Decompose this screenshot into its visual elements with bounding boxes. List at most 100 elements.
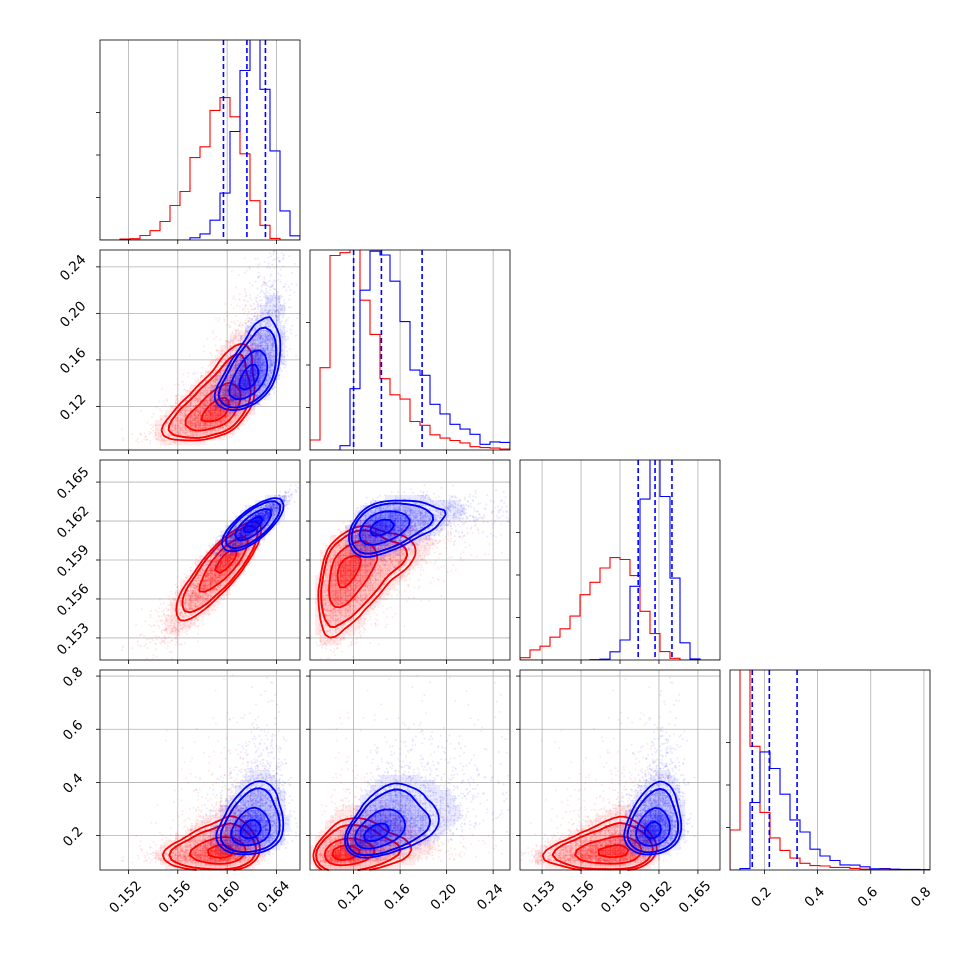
- scatter-point: [231, 270, 233, 272]
- density-cell: [180, 420, 185, 425]
- scatter-point: [257, 258, 259, 260]
- scatter-point: [271, 264, 273, 266]
- scatter-point: [247, 308, 249, 310]
- scatter-point: [229, 326, 231, 328]
- scatter-point: [270, 255, 272, 257]
- scatter-point: [260, 291, 262, 293]
- scatter-point: [174, 384, 176, 386]
- scatter-point: [288, 299, 290, 301]
- scatter-point: [266, 267, 268, 269]
- density-cell: [155, 420, 160, 425]
- scatter-point: [290, 306, 292, 308]
- scatter-point: [253, 303, 255, 305]
- scatter-point: [201, 367, 203, 369]
- scatter-point: [203, 400, 205, 402]
- scatter-point: [141, 441, 143, 443]
- scatter-point: [204, 387, 206, 389]
- scatter-point: [264, 261, 266, 263]
- scatter-point: [215, 318, 217, 320]
- scatter-point: [251, 284, 253, 286]
- scatter-point: [137, 441, 139, 443]
- density-cell: [180, 410, 185, 415]
- scatter-point: [144, 432, 146, 434]
- scatter-point: [273, 392, 275, 394]
- scatter-point: [212, 408, 214, 410]
- scatter-point: [223, 318, 225, 320]
- scatter-point: [257, 266, 259, 268]
- density-cell: [165, 410, 170, 415]
- scatter-point: [238, 334, 240, 336]
- scatter-point: [223, 320, 225, 322]
- density-cell: [155, 430, 160, 435]
- scatter-point: [268, 262, 270, 264]
- scatter-point: [203, 345, 205, 347]
- scatter-point: [163, 401, 165, 403]
- density-cell: [160, 415, 165, 420]
- scatter-point: [243, 322, 245, 324]
- scatter-point: [233, 295, 235, 297]
- scatter-point: [244, 311, 246, 313]
- scatter-point: [255, 281, 257, 283]
- scatter-point: [121, 428, 123, 430]
- scatter-point: [227, 356, 229, 358]
- scatter-point: [182, 384, 184, 386]
- scatter-point: [235, 286, 237, 288]
- scatter-point: [193, 372, 195, 374]
- scatter-point: [288, 255, 290, 257]
- scatter-point: [175, 397, 177, 399]
- scatter-point: [274, 258, 276, 260]
- scatter-point: [164, 404, 166, 406]
- scatter-point: [262, 291, 264, 293]
- scatter-point: [224, 303, 226, 305]
- scatter-point: [207, 402, 209, 404]
- scatter-point: [287, 338, 289, 340]
- scatter-point: [235, 298, 237, 300]
- scatter-point: [258, 272, 260, 274]
- scatter-point: [212, 330, 214, 332]
- scatter-point: [190, 404, 192, 406]
- scatter-point: [122, 437, 124, 439]
- scatter-point: [273, 281, 275, 283]
- density-cell: [230, 335, 235, 340]
- density-cell: [210, 360, 215, 365]
- scatter-point: [271, 286, 273, 288]
- scatter-point: [122, 439, 124, 441]
- scatter-point: [215, 345, 217, 347]
- scatter-point: [149, 431, 151, 433]
- scatter-point: [153, 413, 155, 415]
- scatter-point: [288, 286, 290, 288]
- scatter-point: [199, 407, 201, 409]
- scatter-point: [280, 275, 282, 277]
- scatter-point: [250, 299, 252, 301]
- density-cell: [215, 355, 220, 360]
- scatter-point: [131, 433, 133, 435]
- scatter-point: [249, 294, 251, 296]
- scatter-point: [256, 301, 258, 303]
- density-cell: [190, 415, 195, 420]
- scatter-point: [239, 293, 241, 295]
- scatter-point: [290, 329, 292, 331]
- density-cell: [170, 425, 175, 430]
- scatter-point: [220, 339, 222, 341]
- scatter-point: [251, 318, 253, 320]
- scatter-point: [175, 395, 177, 397]
- scatter-point: [265, 288, 267, 290]
- density-cell: [195, 425, 200, 430]
- scatter-point: [210, 352, 212, 354]
- scatter-point: [281, 320, 283, 322]
- density-cell: [205, 430, 210, 435]
- scatter-point: [244, 257, 246, 259]
- scatter-point: [259, 300, 261, 302]
- scatter-point: [273, 279, 275, 281]
- scatter-point: [293, 291, 295, 293]
- scatter-point: [215, 335, 217, 337]
- density-cell: [155, 435, 160, 440]
- scatter-point: [153, 436, 155, 438]
- scatter-point: [233, 338, 235, 340]
- scatter-point: [256, 297, 258, 299]
- density-cell: [180, 425, 185, 430]
- scatter-point: [145, 436, 147, 438]
- scatter-point: [230, 333, 232, 335]
- scatter-point: [245, 304, 247, 306]
- density-cell: [175, 420, 180, 425]
